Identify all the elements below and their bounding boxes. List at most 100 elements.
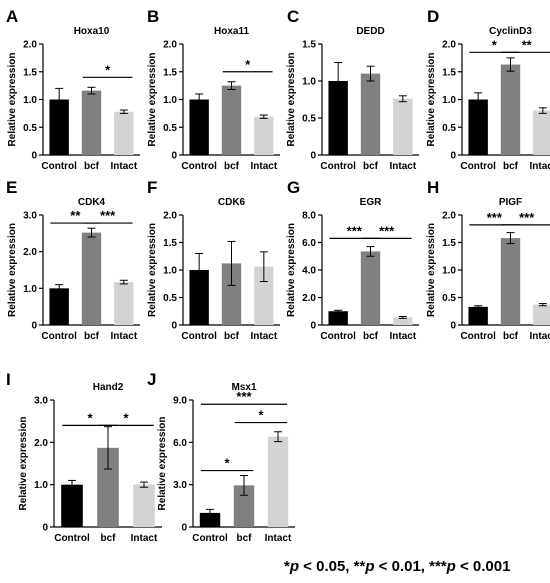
significance-label: * (224, 456, 230, 471)
y-tick-label: 2.0 (23, 40, 37, 51)
x-tick-label: bcf (363, 161, 379, 172)
y-tick-label: 3.0 (34, 396, 48, 407)
panel-label-j: J (147, 370, 156, 389)
x-tick-label: bcf (503, 161, 519, 172)
panel-title-i: Hand2 (93, 382, 124, 393)
bar-bcf (81, 90, 102, 155)
bar-intact (133, 484, 155, 527)
panel-title-d: CyclinD3 (489, 26, 532, 37)
bar-bcf (221, 263, 242, 325)
panel-label-h: H (427, 178, 439, 197)
significance-label: ** (70, 208, 81, 223)
x-tick-label: Intact (389, 161, 416, 172)
bar-control (468, 99, 488, 155)
bar-control (189, 270, 209, 325)
y-axis-label: Relative expression (18, 417, 29, 511)
y-tick-label: 1.5 (23, 67, 37, 78)
y-axis-label: Relative expression (7, 223, 18, 317)
y-tick-label: 0 (171, 151, 177, 162)
bar-intact (254, 266, 274, 325)
y-tick-label: 0 (450, 321, 456, 332)
x-tick-label: Intact (529, 331, 550, 342)
bar-bcf (97, 447, 119, 527)
y-tick-label: 0 (31, 321, 37, 332)
significance-label: * (492, 37, 498, 52)
y-tick-label: 0 (42, 523, 48, 534)
y-tick-label: 0 (450, 151, 456, 162)
y-tick-label: 8.0 (302, 211, 316, 222)
y-tick-label: 4.0 (302, 266, 316, 277)
bar-bcf (360, 73, 381, 155)
bar-bcf (221, 85, 242, 155)
bar-control (49, 99, 69, 155)
y-tick-label: 2.0 (442, 211, 456, 222)
y-tick-label: 2.0 (302, 293, 316, 304)
panel-title-b: Hoxa11 (214, 26, 249, 37)
x-tick-label: Control (320, 161, 356, 172)
x-tick-label: Intact (131, 533, 158, 544)
x-tick-label: Control (54, 533, 90, 544)
bar-control (49, 288, 69, 325)
bar-intact (533, 304, 550, 325)
panel-label-a: A (6, 7, 18, 26)
x-tick-label: bcf (224, 161, 240, 172)
significance-label: ** (522, 37, 533, 52)
bar-intact (254, 116, 274, 155)
panel-label-b: B (147, 7, 159, 26)
y-axis-label: Relative expression (426, 53, 437, 147)
y-tick-label: 2.0 (23, 247, 37, 258)
x-tick-label: Intact (250, 161, 277, 172)
x-tick-label: Intact (389, 331, 416, 342)
y-tick-label: 0 (31, 151, 37, 162)
y-tick-label: 1.5 (442, 67, 456, 78)
panel-label-c: C (287, 7, 299, 26)
y-tick-label: 1.0 (163, 266, 177, 277)
bar-control (199, 512, 221, 527)
y-tick-label: 3.0 (23, 211, 37, 222)
y-axis-label: Relative expression (157, 417, 168, 511)
bar-control (328, 81, 348, 155)
y-tick-label: 0.5 (23, 123, 37, 134)
panel-label-i: I (6, 370, 11, 389)
x-tick-label: Control (460, 161, 496, 172)
x-tick-label: Control (460, 331, 496, 342)
significance-label: *** (519, 210, 535, 225)
y-tick-label: 0.5 (163, 123, 177, 134)
significance-label: *** (487, 210, 503, 225)
x-tick-label: Control (41, 161, 77, 172)
y-tick-label: 0 (181, 523, 187, 534)
panel-title-h: PIGF (499, 197, 522, 208)
x-tick-label: bcf (84, 331, 100, 342)
y-tick-label: 1.5 (163, 67, 177, 78)
x-tick-label: bcf (224, 331, 240, 342)
y-tick-label: 1.0 (23, 95, 37, 106)
x-tick-label: Control (192, 533, 228, 544)
bar-bcf (81, 232, 102, 325)
bar-control (328, 311, 348, 325)
y-tick-label: 0.5 (163, 293, 177, 304)
y-axis-label: Relative expression (147, 53, 158, 147)
y-tick-label: 0.5 (302, 114, 316, 125)
x-tick-label: Intact (529, 161, 550, 172)
panel-title-a: Hoxa10 (74, 26, 110, 37)
bar-bcf (500, 238, 521, 325)
significance-footnote: *p < 0.05, **p < 0.01, ***p < 0.001 (284, 558, 511, 575)
x-tick-label: Control (320, 331, 356, 342)
x-tick-label: Intact (110, 331, 137, 342)
y-tick-label: 0.5 (442, 293, 456, 304)
y-tick-label: 1.5 (163, 238, 177, 249)
bar-intact (393, 317, 413, 325)
significance-label: * (258, 408, 264, 423)
panel-title-e: CDK4 (78, 197, 106, 208)
bar-control (189, 99, 209, 155)
x-tick-label: Control (181, 331, 217, 342)
y-axis-label: Relative expression (426, 223, 437, 317)
bar-control (468, 306, 488, 325)
x-tick-label: Intact (265, 533, 292, 544)
y-axis-label: Relative expression (7, 53, 18, 147)
bar-intact (533, 110, 550, 155)
panel-label-d: D (427, 7, 439, 26)
bar-bcf (233, 485, 255, 527)
x-tick-label: Control (181, 161, 217, 172)
y-tick-label: 1.5 (442, 238, 456, 249)
